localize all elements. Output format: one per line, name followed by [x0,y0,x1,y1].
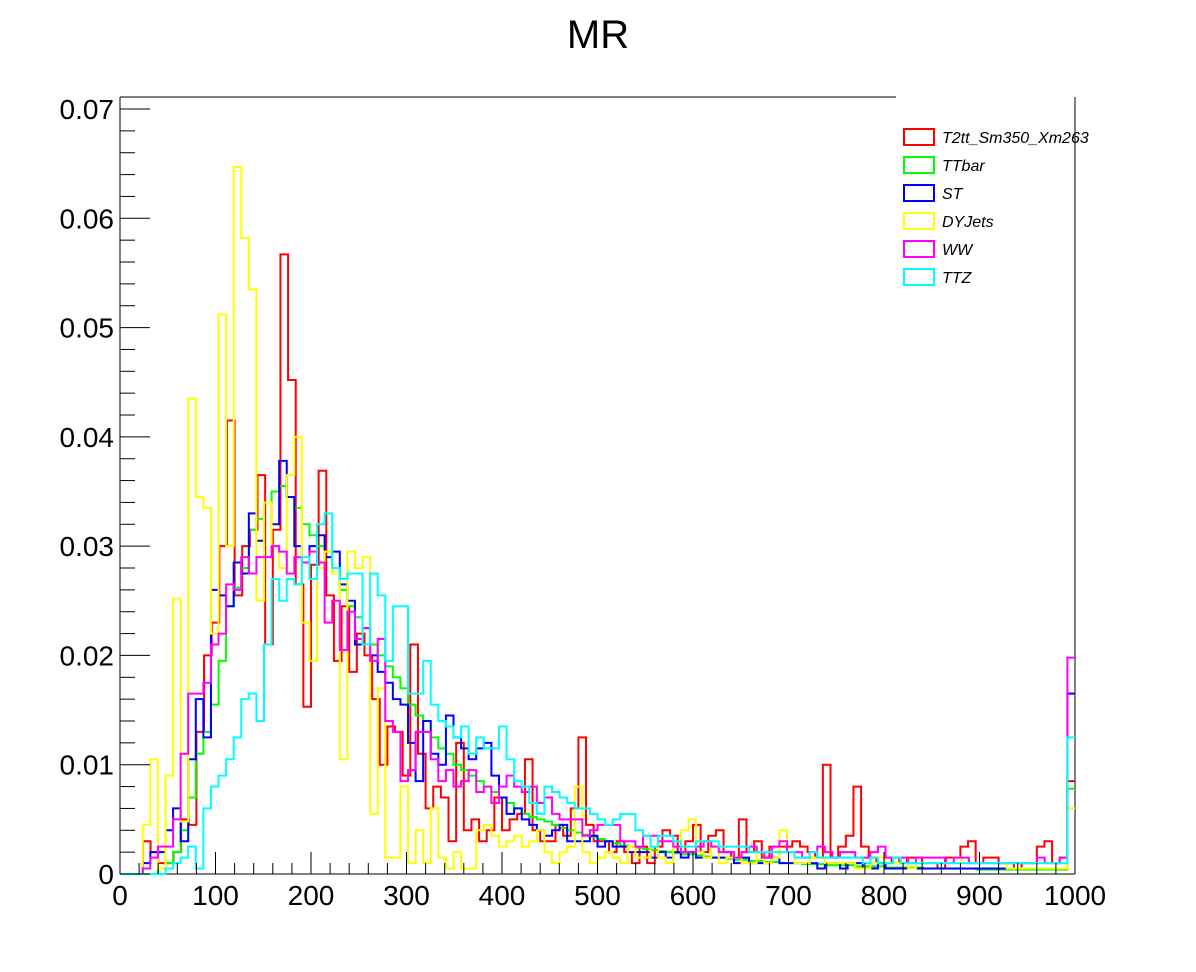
x-tick-label: 600 [670,880,717,911]
legend-swatch [903,268,935,286]
y-tick-label: 0.02 [60,640,115,671]
series-line-ttz [120,512,1075,875]
axes-layer: 0 100 200 300 400 500 600 700 800 900 1000 0 0.01 0.0… [60,94,1107,911]
legend-label: DYJets [942,214,994,231]
legend-entry: WW [903,240,974,259]
legend-label: TTbar [942,158,985,175]
x-tick-label: 900 [956,880,1003,911]
legend-entry: ST [903,184,964,203]
x-tick-label: 1000 [1044,880,1106,911]
y-tick-label: 0.01 [60,750,115,781]
y-tick-label: 0.03 [60,531,115,562]
legend-label: ST [942,186,964,203]
legend-swatch [903,212,935,230]
legend-swatch [903,128,935,146]
legend-label: TTZ [942,270,973,287]
x-tick-label: 700 [765,880,812,911]
series-line-dyjets [120,165,1075,875]
legend-label: T2tt_Sm350_Xm263 [942,130,1089,147]
x-tick-label: 800 [861,880,908,911]
x-tick-label: 400 [479,880,526,911]
series-layer [120,165,1075,875]
legend-entry: TTZ [903,268,973,287]
y-tick-label: 0.04 [60,422,115,453]
x-tick-label: 300 [383,880,430,911]
x-tick-label: 500 [574,880,621,911]
legend-swatch [903,156,935,174]
legend-entry: TTbar [903,156,985,175]
x-tick-label: 100 [192,880,239,911]
y-tick-label: 0.05 [60,313,115,344]
legend-entry: DYJets [903,212,994,231]
series-line-ttbar [120,485,1075,875]
y-tick-label: 0.07 [60,94,115,125]
series-line-ww [120,545,1075,875]
y-tick-label: 0.06 [60,203,115,234]
legend-swatch [903,240,935,258]
x-tick-label: 200 [288,880,335,911]
legend: T2tt_Sm350_Xm263 TTbar ST DYJets WW TTZ [903,128,1089,287]
legend-entry: T2tt_Sm350_Xm263 [903,128,1089,147]
chart-title: MR [567,13,629,57]
plot-frame [119,96,1076,875]
x-tick-label: 0 [112,880,128,911]
y-tick-label: 0 [98,859,114,890]
legend-label: WW [942,242,974,259]
legend-swatch [903,184,935,202]
